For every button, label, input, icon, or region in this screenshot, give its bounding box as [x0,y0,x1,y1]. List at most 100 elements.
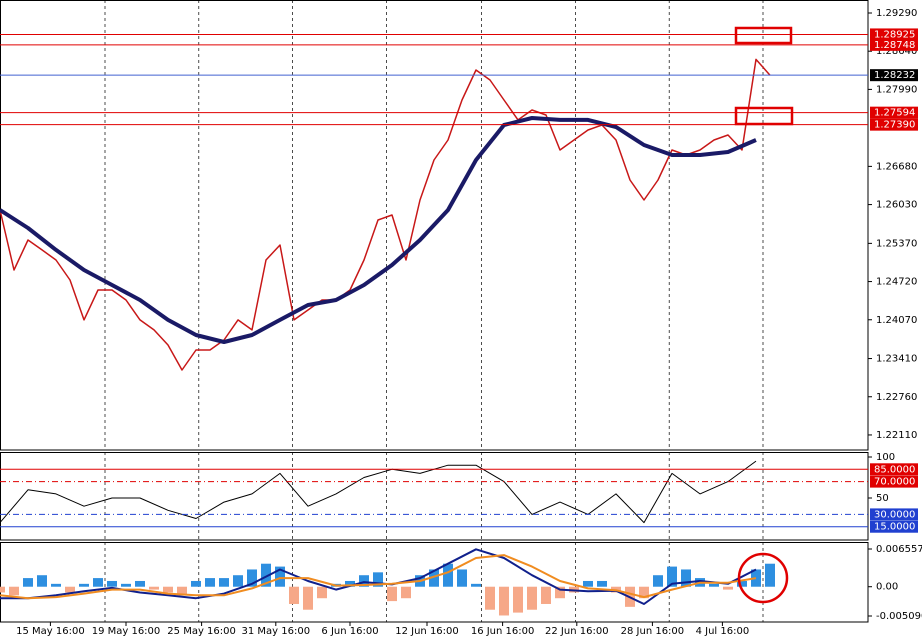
x-tick-label: 19 May 16:00 [92,626,161,637]
y-tick-label: 1.28640 [876,46,917,57]
level-label-box [870,38,918,51]
level-label-box [870,106,918,119]
y-tick-label: 1.24720 [876,277,917,288]
y-tick-label: 0.0065575 [876,544,922,555]
level-label-box [870,520,918,533]
histogram-bar [443,563,453,587]
histogram-bar [471,583,481,587]
level-label-box [870,475,918,488]
histogram-bar [247,569,257,587]
level-label-box [870,508,918,521]
y-tick-label: -0.0050909 [876,611,922,622]
histogram-bar [373,572,383,587]
histogram-bar [303,586,313,610]
y-tick-label: 1.24070 [876,315,917,326]
x-tick-label: 16 Jun 16:00 [471,626,535,637]
y-tick-label: 1.26680 [876,161,917,172]
histogram-bar [597,580,607,587]
histogram-bar [723,586,733,590]
histogram-bar [0,586,5,593]
histogram-bar [345,580,355,587]
histogram-bar [289,586,299,604]
histogram-bar [65,586,75,593]
level-label: 1.28925 [874,29,915,40]
series-line [0,460,757,524]
histogram-bar [457,569,467,587]
histogram-bar [233,575,243,587]
y-tick-label: 100 [876,452,895,463]
histogram-bar [541,586,551,604]
histogram-bar [177,586,187,596]
histogram-bar [191,580,201,587]
x-tick-label: 25 May 16:00 [167,626,236,637]
histogram-bar [737,580,747,587]
histogram-bar [527,586,537,610]
histogram-bar [653,575,663,587]
histogram-bar [583,580,593,587]
macd-panel-frame [0,542,869,623]
histogram-bar [205,578,215,587]
histogram-bar [79,583,89,587]
histogram-bar [555,586,565,599]
y-tick-label: 50 [876,493,889,504]
x-tick-label: 12 Jun 16:00 [395,626,459,637]
level-label-box [870,28,918,41]
x-tick-label: 22 Jun 16:00 [545,626,609,637]
histogram-bar [387,586,397,602]
histogram-bar [765,563,775,587]
histogram-bar [149,586,159,590]
level-label: 15.0000 [874,522,915,533]
series-line [0,58,771,371]
oscillator-panel-frame [0,452,869,541]
level-label: 1.27390 [874,120,915,131]
y-tick-label: 1.22760 [876,392,917,403]
histogram-bar [93,578,103,587]
level-label: 70.0000 [874,477,915,488]
level-label: 30.0000 [874,509,915,520]
x-tick-label: 15 May 16:00 [16,626,85,637]
histogram-bar [359,575,369,587]
y-tick-label: 1.22110 [876,430,917,441]
histogram-bar [9,586,19,596]
histogram-bar [751,569,761,587]
annotation-box [734,106,794,126]
level-label-box [870,69,918,82]
level-label-box [870,118,918,131]
level-label: 1.28748 [874,40,915,51]
y-tick-label: 1.25370 [876,238,917,249]
y-tick-label: 0.00 [876,582,898,593]
series-line [0,554,757,600]
main-panel-frame [0,0,869,451]
x-tick-label: 6 Jun 16:00 [321,626,378,637]
histogram-bar [23,578,33,587]
x-tick-label: 28 Jun 16:00 [621,626,685,637]
level-label-box [870,463,918,476]
annotation-circle [737,552,789,604]
histogram-bar [499,586,509,616]
histogram-bar [513,586,523,613]
histogram-bar [135,580,145,587]
y-tick-label: 1.29290 [876,8,917,19]
x-tick-label: 4 Jul 16:00 [696,626,750,637]
histogram-bar [681,569,691,587]
histogram-bar [401,586,411,599]
histogram-bar [37,575,47,587]
histogram-bar [107,580,117,587]
level-label: 1.27594 [874,108,915,119]
level-label: 85.0000 [874,464,915,475]
y-tick-label: 1.26030 [876,200,917,211]
histogram-bar [219,578,229,587]
y-tick-label: 1.27990 [876,84,917,95]
histogram-bar [709,583,719,587]
histogram-bar [639,586,649,599]
histogram-bar [667,566,677,587]
x-tick-label: 31 May 16:00 [242,626,311,637]
histogram-bar [51,583,61,587]
histogram-bar [121,583,131,587]
histogram-bar [275,566,285,587]
histogram-bar [317,586,327,599]
histogram-bar [485,586,495,610]
